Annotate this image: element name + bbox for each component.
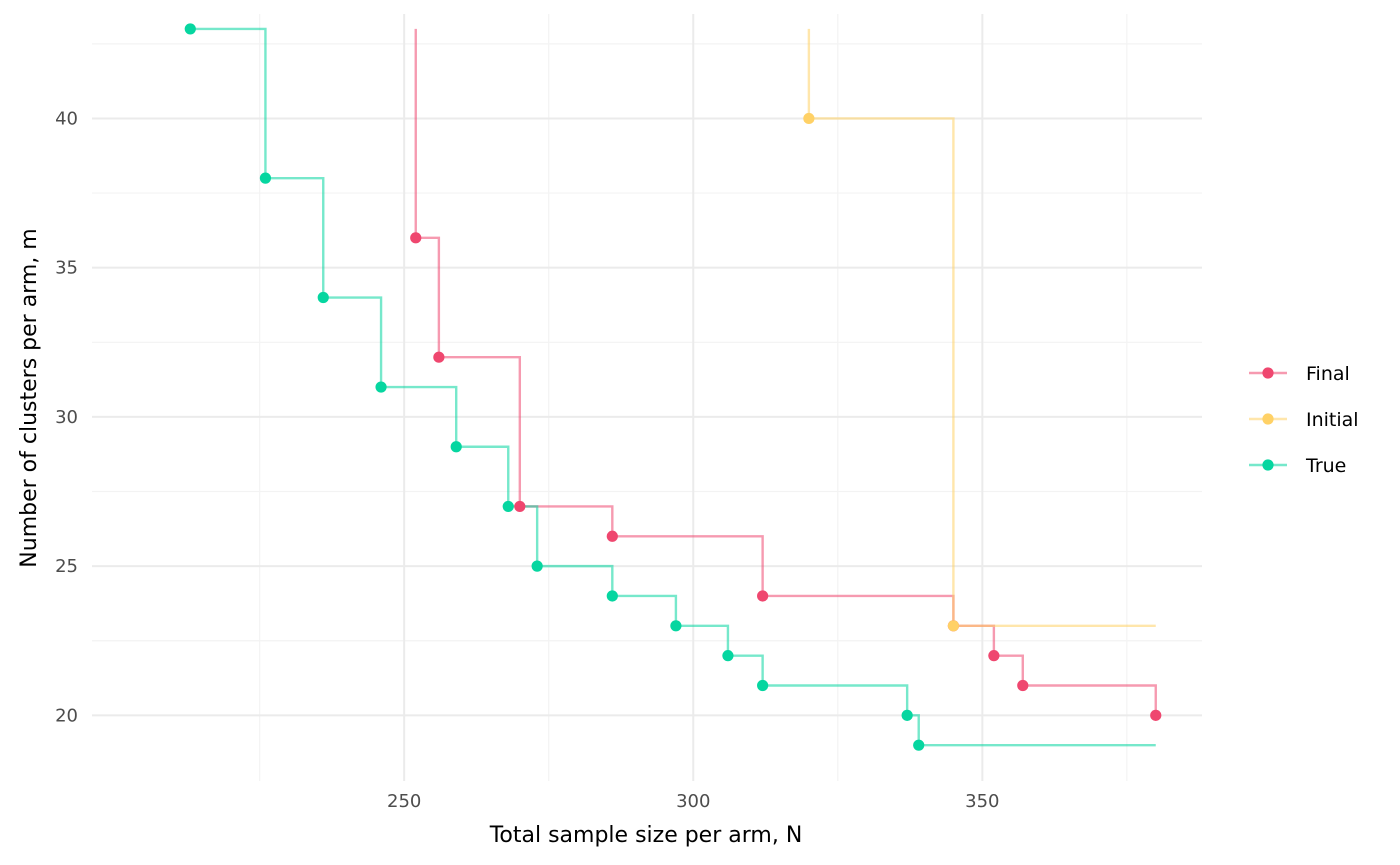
- data-point-final: [757, 590, 769, 602]
- data-point-true: [184, 23, 196, 35]
- x-tick-label: 300: [676, 791, 710, 812]
- data-point-final: [988, 650, 1000, 662]
- data-point-final: [1150, 709, 1162, 721]
- legend-key-point-final: [1262, 367, 1274, 379]
- data-point-true: [901, 709, 913, 721]
- x-tick-label: 350: [965, 791, 999, 812]
- data-point-true: [502, 500, 514, 513]
- legend-key-point-initial: [1262, 413, 1274, 425]
- data-point-true: [606, 590, 618, 602]
- series-points: [184, 23, 1162, 751]
- data-point-true: [259, 172, 272, 184]
- grid: [92, 14, 1202, 781]
- y-axis-title: Number of clusters per arm, m: [17, 228, 42, 567]
- series-line-final: [414, 28, 1157, 716]
- data-point-true: [913, 739, 925, 751]
- data-point-final: [410, 232, 422, 244]
- data-point-true: [722, 650, 734, 662]
- series-line-initial: [807, 28, 1156, 628]
- y-tick-label: 35: [55, 258, 78, 279]
- data-point-final: [514, 500, 526, 513]
- legend-label-true: True: [1305, 455, 1346, 477]
- data-point-final: [433, 351, 445, 363]
- y-tick-label: 25: [55, 556, 78, 577]
- data-point-true: [375, 381, 387, 393]
- data-point-initial: [947, 620, 960, 632]
- series-line-true: [190, 27, 1156, 747]
- legend: Final Initial True: [1249, 363, 1359, 477]
- data-point-final: [606, 530, 618, 542]
- data-point-true: [757, 679, 769, 692]
- y-axis-ticks: 20 25 30 35 40: [55, 108, 78, 726]
- y-tick-label: 40: [55, 108, 78, 129]
- x-tick-label: 250: [387, 791, 421, 812]
- data-point-true: [670, 620, 682, 632]
- x-axis-ticks: 250 300 350: [387, 791, 999, 812]
- legend-label-initial: Initial: [1306, 409, 1359, 431]
- data-point-final: [1017, 679, 1029, 692]
- data-point-true: [450, 441, 462, 453]
- y-tick-label: 30: [55, 407, 78, 428]
- data-point-initial: [803, 112, 815, 125]
- legend-label-final: Final: [1306, 363, 1350, 385]
- data-point-true: [317, 291, 329, 304]
- y-tick-label: 20: [55, 705, 78, 726]
- x-axis-title: Total sample size per arm, N: [489, 823, 803, 848]
- data-point-true: [531, 560, 543, 572]
- legend-key-point-true: [1262, 459, 1274, 471]
- series-lines: [190, 27, 1157, 747]
